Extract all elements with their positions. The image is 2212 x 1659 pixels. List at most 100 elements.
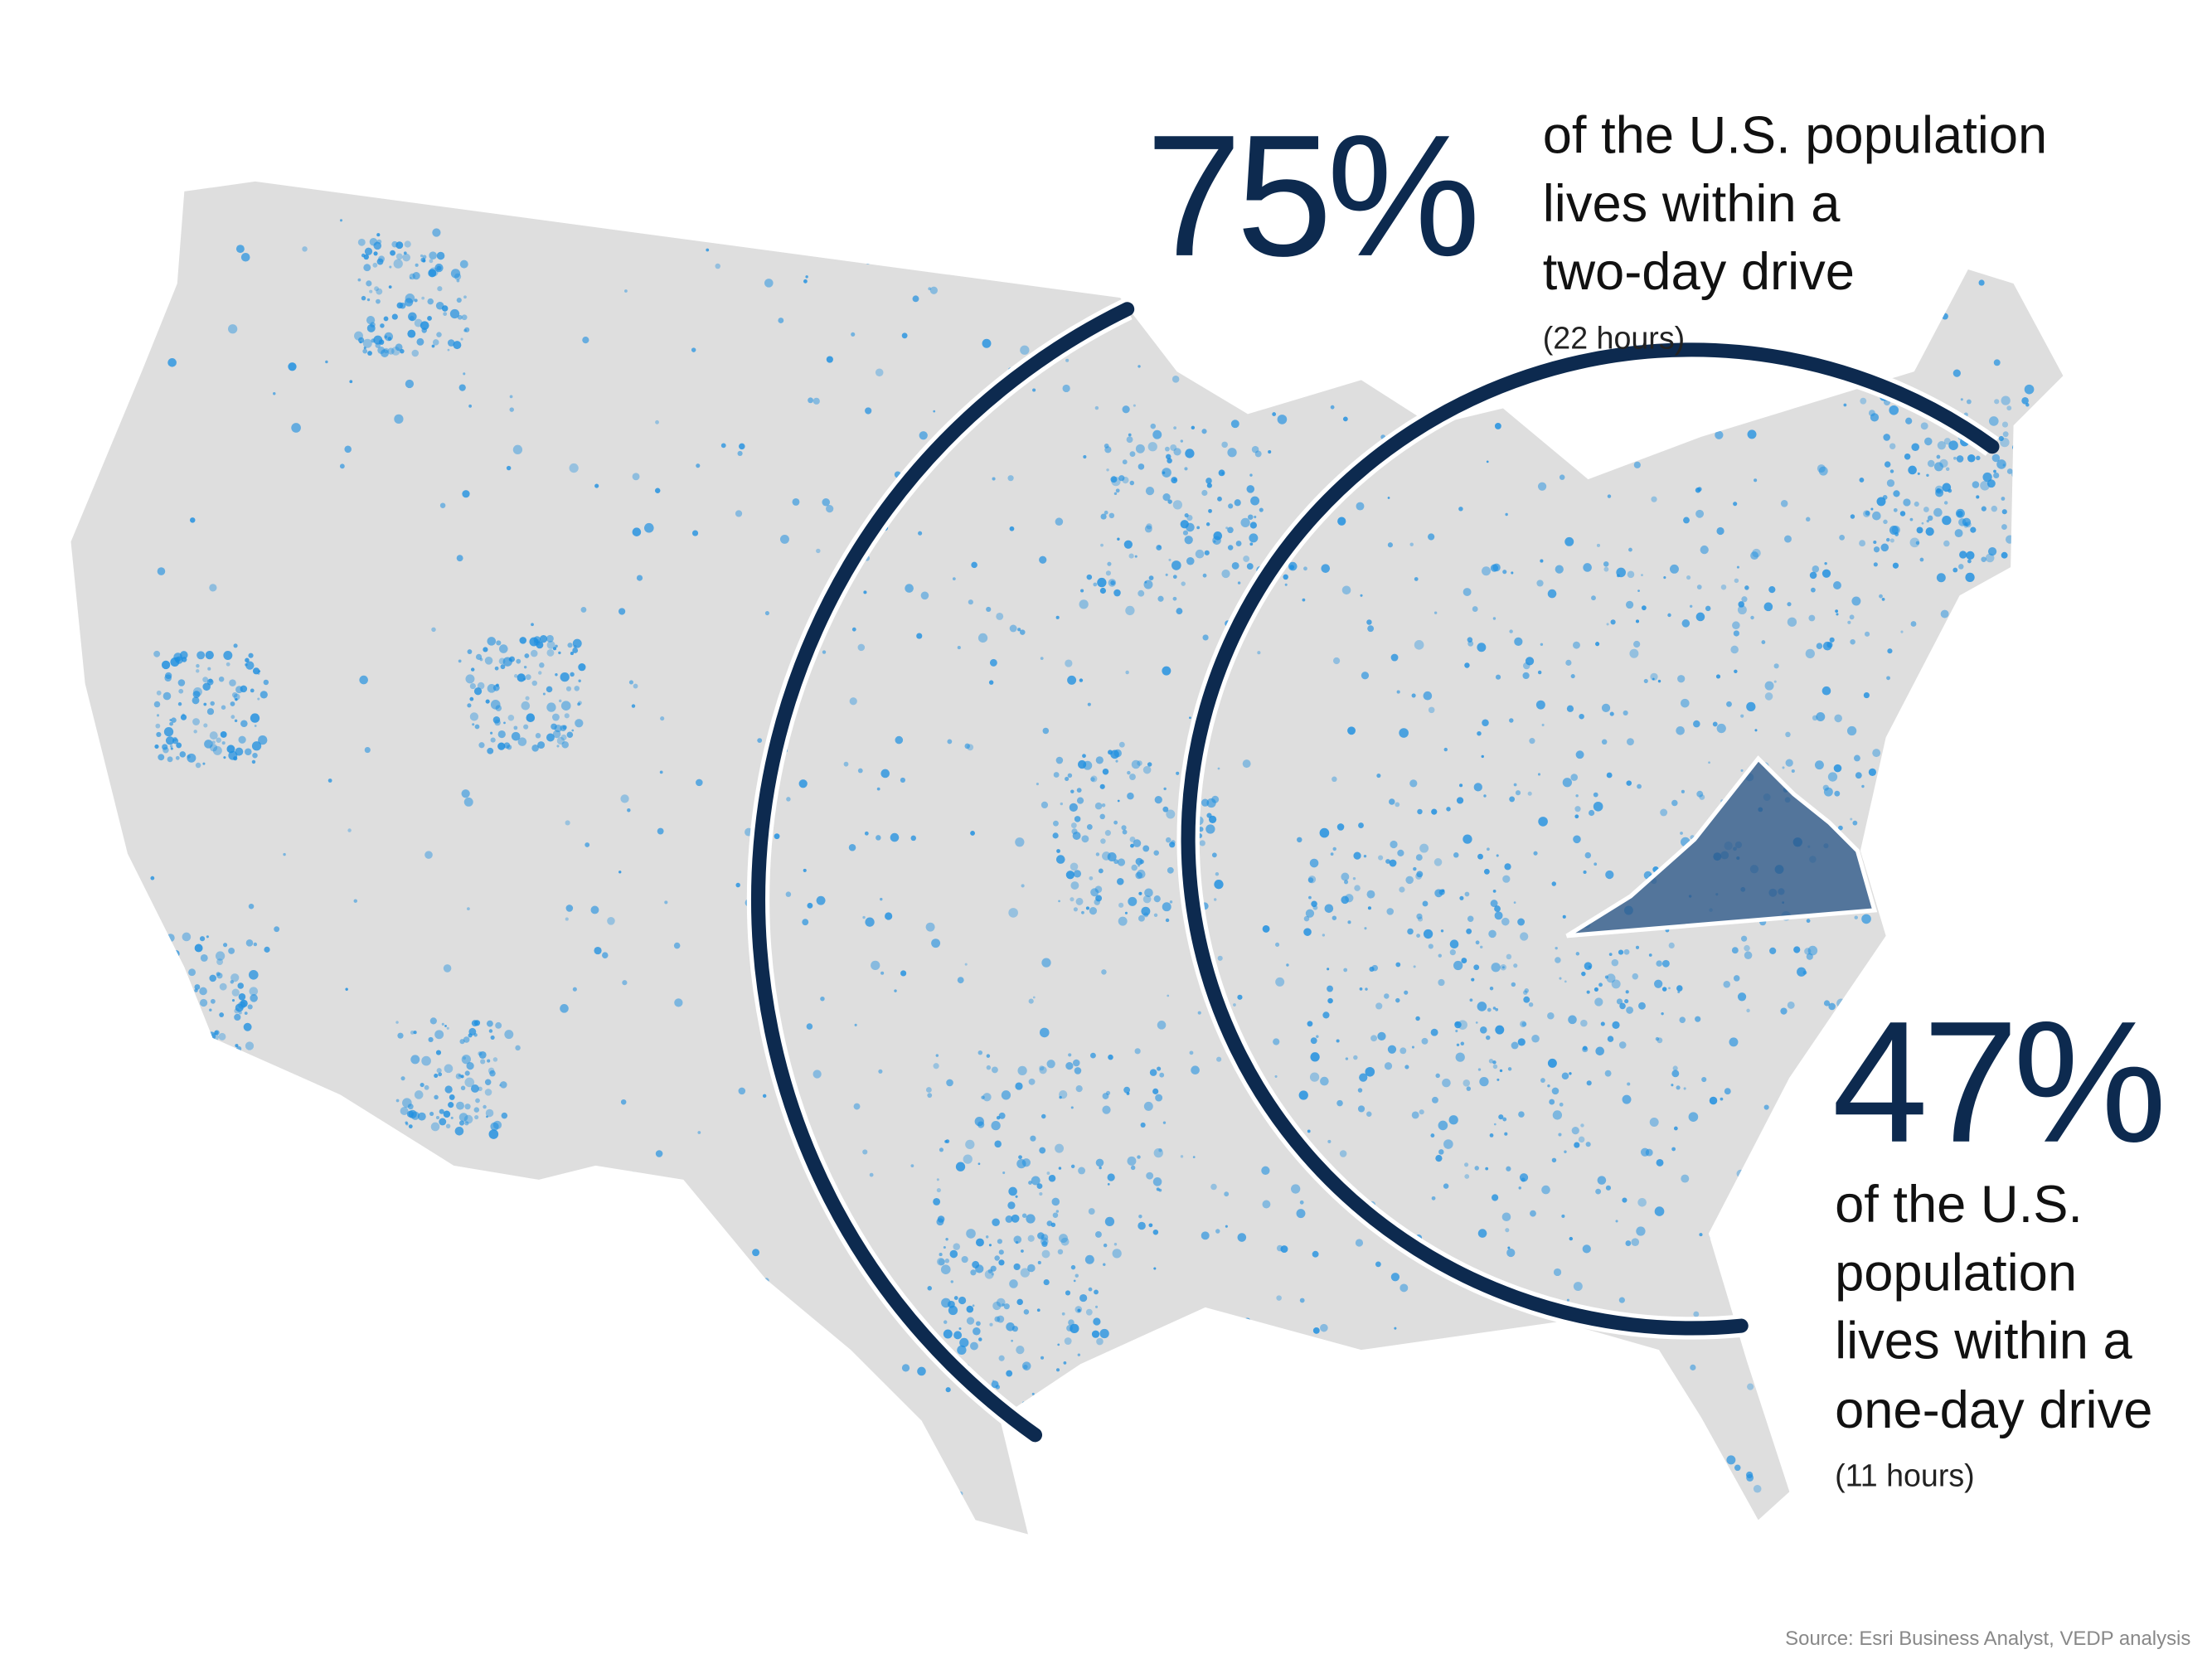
density-dot (1486, 460, 1489, 463)
density-dot (1031, 1176, 1041, 1186)
density-dot (1172, 596, 1177, 601)
density-dot (936, 1188, 941, 1193)
density-dot (843, 761, 849, 767)
density-dot (1113, 589, 1121, 597)
density-dot (862, 915, 866, 919)
density-dot (1135, 871, 1142, 880)
density-dot (1690, 1493, 1693, 1496)
density-dot (223, 756, 226, 759)
density-dot (1610, 619, 1616, 625)
density-dot (506, 465, 512, 471)
density-dot (1806, 517, 1811, 522)
stat-note: (22 hours) (1543, 321, 1685, 356)
density-dot (996, 613, 1004, 620)
density-dot (1167, 994, 1170, 997)
density-dot (1826, 1454, 1831, 1459)
density-dot (1021, 1249, 1024, 1253)
density-dot (530, 649, 538, 657)
density-dot (1276, 1295, 1282, 1301)
density-dot (219, 982, 227, 991)
density-dot (257, 697, 260, 701)
density-dot (1067, 773, 1073, 779)
density-dot (1113, 492, 1118, 496)
density-dot (1162, 666, 1171, 676)
density-dot (1147, 762, 1152, 767)
density-dot (1275, 942, 1280, 947)
density-dot (1167, 499, 1172, 504)
density-dot (1156, 545, 1162, 551)
density-dot (1040, 1356, 1045, 1360)
density-dot (1688, 1112, 1699, 1122)
density-dot (1146, 523, 1152, 530)
density-dot (2015, 433, 2023, 441)
density-dot (1648, 953, 1652, 957)
density-dot (1874, 237, 1879, 242)
density-dot (1031, 1392, 1035, 1395)
density-dot (492, 1057, 498, 1062)
density-dot (283, 852, 286, 856)
density-dot (228, 324, 238, 334)
density-dot (1433, 858, 1443, 866)
density-dot (1409, 779, 1418, 788)
density-dot (254, 725, 257, 727)
density-dot (1885, 537, 1890, 542)
density-dot (1075, 897, 1084, 905)
density-dot (1737, 605, 1747, 615)
density-dot (1996, 459, 2006, 469)
density-dot (392, 1363, 395, 1366)
density-dot (485, 1108, 494, 1118)
density-dot (414, 298, 418, 303)
density-dot (245, 748, 252, 756)
density-dot (1968, 895, 1978, 905)
density-dot (2034, 937, 2038, 942)
density-dot (221, 741, 226, 745)
density-dot (1360, 594, 1363, 597)
density-dot (1138, 1221, 1146, 1230)
density-dot (813, 1070, 822, 1079)
density-dot (339, 219, 343, 222)
density-dot (1126, 1092, 1130, 1095)
density-dot (1399, 728, 1409, 738)
density-dot (473, 1020, 481, 1026)
density-dot (405, 379, 415, 389)
density-dot (1730, 645, 1739, 654)
density-dot (1053, 772, 1060, 778)
density-dot (1201, 429, 1207, 434)
density-dot (1416, 871, 1424, 878)
density-dot (1430, 1028, 1438, 1036)
density-dot (2034, 434, 2042, 443)
density-dot (1407, 928, 1414, 935)
density-dot (2025, 518, 2030, 522)
density-dot (989, 658, 997, 667)
density-dot (1394, 1327, 1397, 1330)
density-dot (1553, 1268, 1562, 1277)
density-dot (1359, 987, 1363, 991)
density-dot (1411, 693, 1416, 698)
density-dot (1153, 913, 1158, 918)
density-dot (1457, 303, 1461, 307)
density-dot (1227, 526, 1234, 534)
density-dot (381, 349, 389, 357)
density-dot (1041, 1234, 1049, 1241)
density-dot (1369, 966, 1375, 973)
density-dot (219, 1012, 225, 1017)
density-dot (1812, 565, 1820, 573)
density-dot (996, 1115, 1001, 1120)
density-dot (1899, 511, 1906, 517)
density-dot (1411, 1111, 1419, 1119)
density-dot (1135, 444, 1145, 454)
density-dot (1689, 604, 1693, 609)
density-dot (953, 1296, 958, 1300)
density-dot (511, 731, 521, 741)
density-dot (1204, 550, 1210, 555)
density-dot (939, 237, 944, 244)
density-dot (463, 797, 473, 807)
density-dot (435, 1115, 440, 1120)
density-dot (1680, 698, 1690, 708)
density-dot (1303, 928, 1312, 936)
density-dot (1541, 723, 1545, 726)
density-dot (933, 1197, 941, 1205)
density-dot (1009, 526, 1015, 531)
density-dot (443, 1110, 451, 1118)
density-dot (274, 926, 280, 933)
